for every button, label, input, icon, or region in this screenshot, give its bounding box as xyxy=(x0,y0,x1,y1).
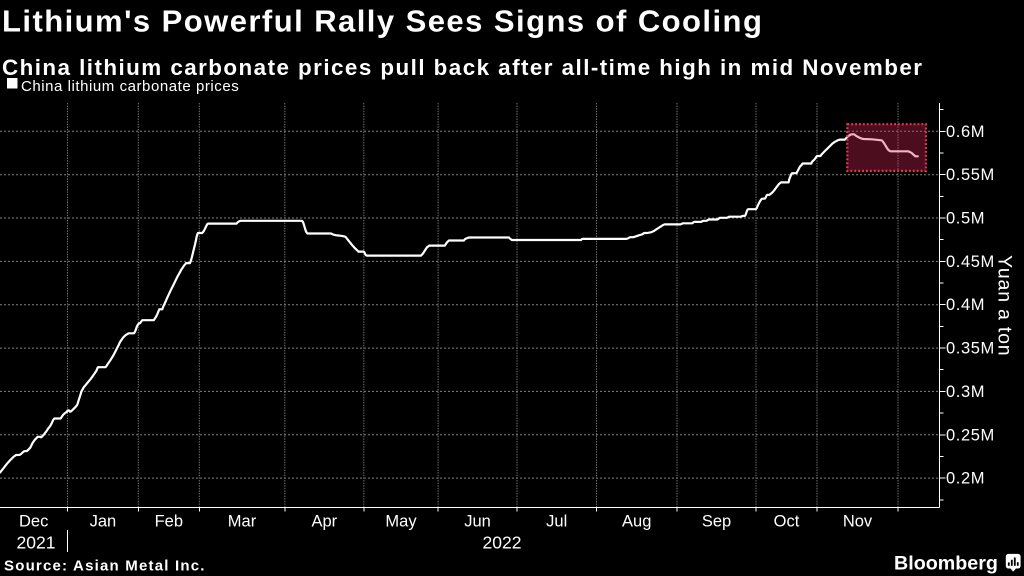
svg-text:0.45M: 0.45M xyxy=(946,253,995,271)
svg-text:0.2M: 0.2M xyxy=(946,470,985,488)
svg-text:Jul: Jul xyxy=(546,513,567,531)
svg-text:Lithium's Powerful Rally Sees: Lithium's Powerful Rally Sees Signs of C… xyxy=(2,4,763,39)
svg-text:0.55M: 0.55M xyxy=(946,166,995,184)
svg-text:China lithium carbonate prices: China lithium carbonate prices pull back… xyxy=(2,55,923,80)
svg-text:2021: 2021 xyxy=(17,533,56,553)
svg-text:Oct: Oct xyxy=(774,513,800,531)
svg-text:0.6M: 0.6M xyxy=(946,123,985,141)
svg-text:Nov: Nov xyxy=(843,513,873,531)
svg-text:2022: 2022 xyxy=(483,533,522,553)
svg-text:Jan: Jan xyxy=(90,513,117,531)
svg-text:Bloomberg: Bloomberg xyxy=(894,553,998,575)
svg-text:Source: Asian Metal Inc.: Source: Asian Metal Inc. xyxy=(4,558,206,575)
svg-text:0.4M: 0.4M xyxy=(946,296,985,314)
svg-text:Aug: Aug xyxy=(622,513,651,531)
svg-text:China lithium carbonate prices: China lithium carbonate prices xyxy=(21,78,239,95)
svg-text:May: May xyxy=(385,513,417,531)
svg-text:Yuan a ton: Yuan a ton xyxy=(994,255,1016,356)
svg-text:0.25M: 0.25M xyxy=(946,426,995,444)
svg-text:0.35M: 0.35M xyxy=(946,340,995,358)
svg-text:Dec: Dec xyxy=(19,513,48,531)
svg-text:Sep: Sep xyxy=(702,513,731,531)
svg-text:Feb: Feb xyxy=(155,513,183,531)
svg-text:0.5M: 0.5M xyxy=(946,210,985,228)
svg-text:Apr: Apr xyxy=(311,513,337,531)
svg-text:Mar: Mar xyxy=(228,513,257,531)
svg-text:Jun: Jun xyxy=(464,513,491,531)
svg-text:0.3M: 0.3M xyxy=(946,383,985,401)
